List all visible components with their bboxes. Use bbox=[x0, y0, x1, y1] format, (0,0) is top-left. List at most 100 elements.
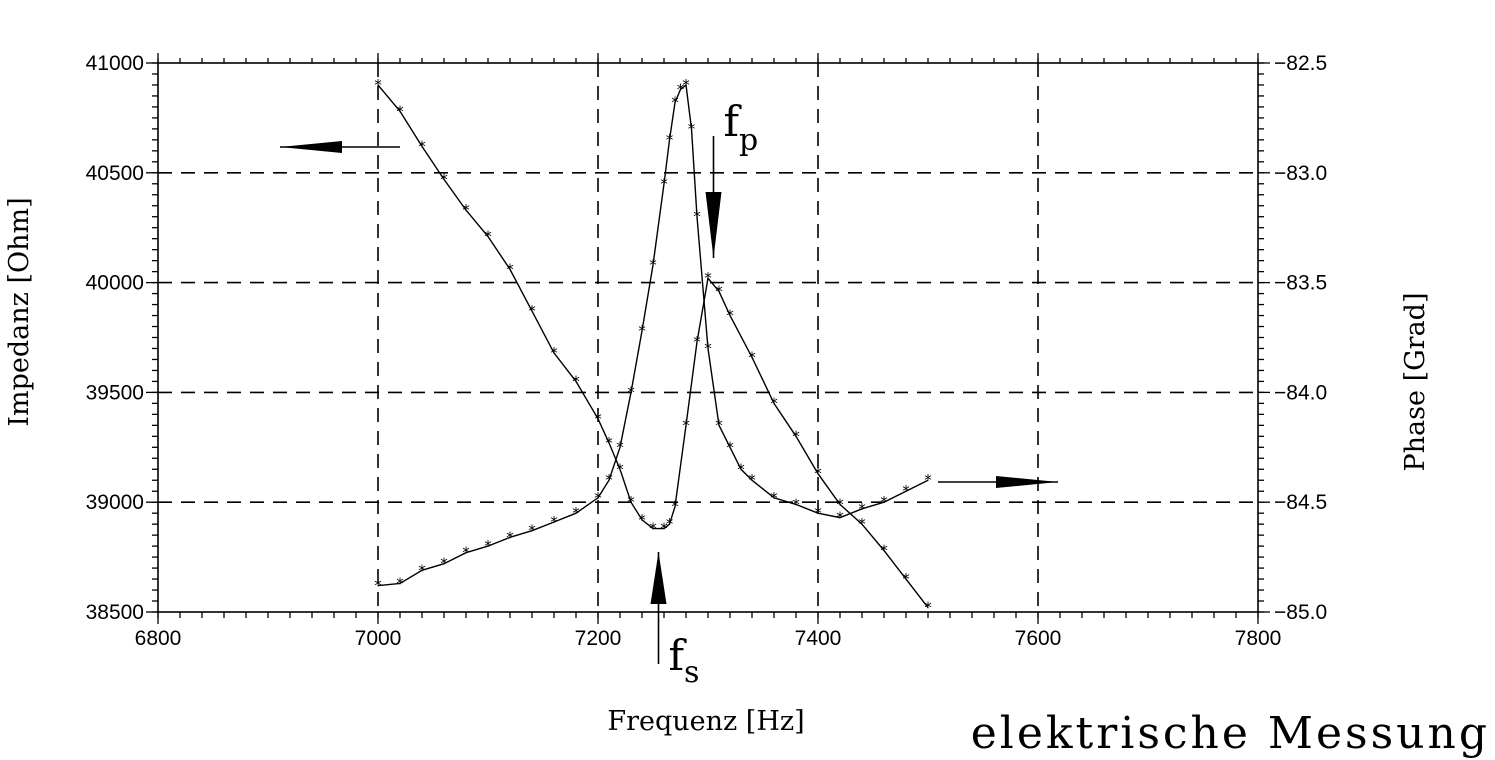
data-point: * bbox=[923, 599, 932, 617]
data-point: * bbox=[665, 131, 674, 149]
data-point: * bbox=[703, 339, 712, 357]
data-point: * bbox=[439, 170, 448, 188]
right-axis-arrow bbox=[938, 476, 1058, 488]
data-point: * bbox=[637, 511, 646, 529]
y-left-tick-label: 40500 bbox=[86, 162, 144, 185]
data-point: * bbox=[648, 256, 657, 274]
data-point: * bbox=[549, 344, 558, 362]
data-point: * bbox=[373, 76, 382, 94]
y-left-tick-label: 38500 bbox=[86, 601, 144, 624]
y-right-tick-label: −84.0 bbox=[1274, 381, 1327, 404]
data-point: * bbox=[714, 282, 723, 300]
data-point: * bbox=[549, 513, 558, 531]
data-point: * bbox=[813, 465, 822, 483]
data-point: * bbox=[417, 137, 426, 155]
arrow-head bbox=[280, 141, 342, 153]
data-point: * bbox=[813, 504, 822, 522]
data-point: * bbox=[505, 260, 514, 278]
data-point: * bbox=[703, 269, 712, 287]
y-left-tick-label: 40000 bbox=[86, 272, 144, 295]
data-point: * bbox=[626, 493, 635, 511]
data-point: * bbox=[527, 522, 536, 540]
data-point: * bbox=[901, 482, 910, 500]
y-axis-right-title: Phase [Grad] bbox=[1400, 293, 1431, 472]
data-point: * bbox=[901, 570, 910, 588]
data-point: * bbox=[791, 495, 800, 513]
data-point: * bbox=[615, 438, 624, 456]
y-right-tick-label: −83.5 bbox=[1274, 272, 1327, 295]
data-point: * bbox=[747, 348, 756, 366]
y-right-tick-label: −83.0 bbox=[1274, 162, 1327, 185]
fs-label: fs bbox=[669, 631, 700, 690]
y-left-tick-label: 39500 bbox=[86, 381, 144, 404]
data-point: * bbox=[417, 561, 426, 579]
series-layer: *************** * ****************** ** ** * *… bbox=[373, 76, 932, 617]
data-point: * bbox=[637, 322, 646, 340]
data-point: * bbox=[835, 495, 844, 513]
chart-title: elektrische Messung bbox=[971, 708, 1490, 759]
data-point: * bbox=[857, 515, 866, 533]
fp-subscript: p bbox=[739, 123, 758, 158]
data-point: * bbox=[373, 577, 382, 595]
data-point: * bbox=[593, 410, 602, 428]
data-point: * bbox=[670, 498, 679, 516]
data-point: * bbox=[692, 333, 701, 351]
data-point: * bbox=[604, 434, 613, 452]
data-point: * bbox=[395, 574, 404, 592]
data-point: * bbox=[676, 80, 685, 98]
data-point: * bbox=[615, 460, 624, 478]
y-right-tick-label: −84.5 bbox=[1274, 491, 1327, 514]
data-point: * bbox=[769, 489, 778, 507]
data-point: * bbox=[769, 394, 778, 412]
series-line bbox=[377, 84, 929, 609]
left-axis-arrow bbox=[280, 141, 400, 153]
data-point: * bbox=[571, 504, 580, 522]
y-axis-left-title: Impedanz [Ohm] bbox=[4, 197, 35, 426]
data-point: * bbox=[692, 208, 701, 226]
data-point: * bbox=[648, 520, 657, 538]
data-point: * bbox=[527, 302, 536, 320]
data-point: * bbox=[505, 528, 514, 546]
data-point: * bbox=[736, 460, 745, 478]
fs-marker: fs bbox=[650, 552, 700, 690]
x-tick-label: 7600 bbox=[1015, 627, 1062, 650]
data-point: * bbox=[604, 471, 613, 489]
data-point: * bbox=[835, 509, 844, 527]
data-point: * bbox=[747, 471, 756, 489]
data-point: * bbox=[659, 520, 668, 538]
data-point: * bbox=[659, 175, 668, 193]
fp-marker: fp bbox=[705, 97, 759, 258]
fs-subscript: s bbox=[684, 655, 699, 690]
x-tick-label: 7800 bbox=[1235, 627, 1282, 650]
fp-arrow-head bbox=[705, 192, 722, 258]
data-point: * bbox=[725, 438, 734, 456]
series-line bbox=[377, 83, 929, 587]
data-point: * bbox=[670, 94, 679, 112]
fp-label: fp bbox=[724, 97, 759, 158]
data-point: * bbox=[626, 383, 635, 401]
y-right-tick-label: −82.5 bbox=[1274, 52, 1327, 75]
data-point: * bbox=[687, 120, 696, 138]
x-axis-title: Frequenz [Hz] bbox=[607, 706, 804, 737]
data-point: * bbox=[879, 493, 888, 511]
x-tick-label: 7000 bbox=[355, 627, 402, 650]
data-point: * bbox=[681, 76, 690, 94]
arrow-head bbox=[996, 476, 1058, 488]
axis-ticks bbox=[146, 53, 1270, 624]
x-tick-label: 7200 bbox=[575, 627, 622, 650]
data-point: * bbox=[857, 500, 866, 518]
data-point: * bbox=[395, 102, 404, 120]
data-point: * bbox=[923, 471, 932, 489]
data-point: * bbox=[593, 489, 602, 507]
data-point: * bbox=[571, 372, 580, 390]
data-point: * bbox=[879, 542, 888, 560]
data-point: * bbox=[714, 416, 723, 434]
data-point: * bbox=[439, 555, 448, 573]
data-point: * bbox=[725, 307, 734, 325]
y-left-tick-label: 39000 bbox=[86, 491, 144, 514]
fs-arrow-head bbox=[650, 552, 667, 604]
x-tick-label: 7400 bbox=[795, 627, 842, 650]
y-left-tick-label: 41000 bbox=[86, 52, 144, 75]
data-point: * bbox=[461, 544, 470, 562]
